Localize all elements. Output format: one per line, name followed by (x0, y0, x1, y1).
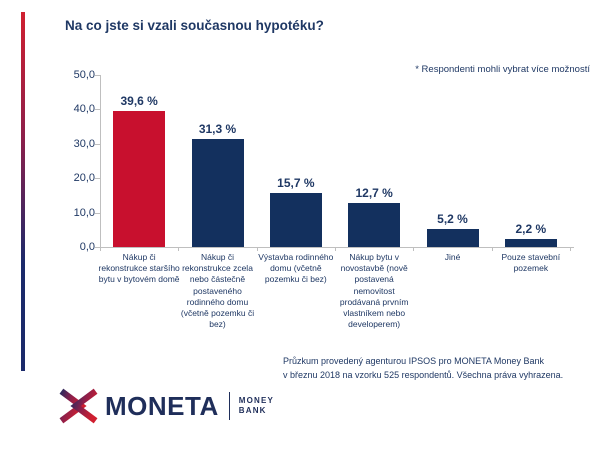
chart-bar (348, 203, 401, 247)
logo-divider (228, 392, 230, 420)
moneta-m-icon (59, 388, 98, 424)
bar-value-label: 31,3 % (198, 122, 237, 136)
y-tick-mark (95, 178, 100, 180)
logo-subtext-bank: BANK (238, 406, 267, 415)
bar-category-label: Nákup či rekonstrukce staršího bytu v by… (98, 252, 180, 285)
bar-category-label: Nákup bytu v novostavbě (nově postavená … (339, 252, 409, 330)
x-tick-mark (178, 247, 180, 251)
bar-value-label: 39,6 % (120, 94, 158, 108)
y-tick-label: 10,0 (73, 206, 95, 219)
x-tick-mark (413, 247, 415, 251)
x-tick-mark (491, 247, 493, 251)
logo-subtext: MONEY BANK (239, 396, 274, 416)
chart-bar (113, 111, 166, 247)
attribution-line-1: Průzkum provedený agenturou IPSOS pro MO… (283, 356, 544, 366)
y-tick-mark (95, 143, 100, 145)
y-tick-label: 30,0 (73, 137, 95, 150)
chart-bar (426, 229, 479, 247)
logo-subtext-money: MONEY (238, 396, 275, 405)
bar-category-label: Jiné (444, 252, 461, 262)
bar-value-label: 15,7 % (277, 176, 315, 190)
y-tick-label: 50,0 (73, 69, 95, 81)
bar-value-label: 2,2 % (515, 222, 547, 236)
y-tick-mark (95, 212, 100, 214)
attribution-line-2: v březnu 2018 na vzorku 525 respondentů.… (283, 370, 564, 380)
y-tick-mark (95, 247, 100, 248)
chart-bar (504, 239, 557, 247)
moneta-logo: MONETA MONEY BANK (58, 386, 274, 426)
x-tick-mark (256, 247, 258, 251)
bar-value-label: 5,2 % (437, 212, 468, 226)
y-axis-line (100, 75, 101, 247)
bar-category-label: Nákup či rekonstrukce zcela nebo částečn… (180, 252, 255, 330)
x-axis-line (100, 247, 574, 248)
y-tick-mark (95, 109, 100, 111)
x-tick-mark (570, 247, 571, 251)
y-tick-label: 0,0 (79, 241, 95, 253)
chart-footnote: * Respondenti mohli vybrat více možností (415, 64, 590, 75)
attribution-text: Průzkum provedený agenturou IPSOS pro MO… (283, 354, 583, 382)
bar-category-label: Pouze stavební pozemek (501, 252, 561, 274)
x-tick-mark (335, 247, 336, 251)
accent-gradient-line (21, 12, 25, 371)
chart-bar (191, 139, 244, 247)
chart-bar (269, 193, 322, 247)
y-tick-label: 40,0 (73, 103, 95, 116)
logo-wordmark: MONETA (105, 390, 219, 421)
bar-value-label: 12,7 % (355, 186, 393, 200)
y-tick-mark (95, 75, 100, 76)
y-tick-label: 20,0 (73, 172, 95, 185)
chart-title: Na co jste si vzali současnou hypotéku? (65, 18, 324, 33)
bar-category-label: Výstavba rodinného domu (včetně pozemku … (258, 252, 334, 285)
x-tick-mark (100, 247, 101, 251)
